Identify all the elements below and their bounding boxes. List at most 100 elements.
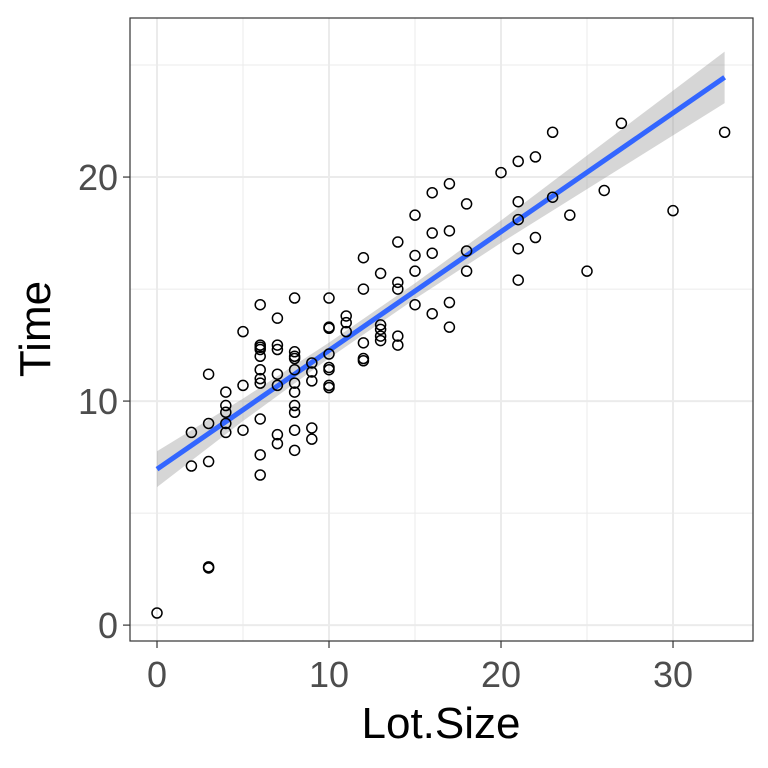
- data-point: [392, 339, 404, 351]
- data-point: [323, 363, 335, 376]
- data-point: [271, 339, 284, 351]
- data-point: [306, 433, 318, 445]
- data-point: [357, 283, 370, 295]
- data-point: [306, 357, 318, 369]
- data-point: [306, 422, 318, 434]
- data-point: [288, 377, 301, 389]
- data-point: [271, 428, 284, 441]
- data-point: [443, 321, 456, 333]
- ticks: 0 10 20 30 0 10 20: [78, 157, 693, 695]
- data-point: [220, 399, 232, 412]
- data-point: [460, 265, 473, 277]
- data-point: [254, 469, 266, 481]
- y-tick-label: 20: [78, 157, 118, 198]
- data-point: [512, 274, 524, 286]
- data-point: [288, 406, 301, 419]
- data-point: [392, 283, 404, 295]
- data-point: [288, 444, 301, 457]
- data-point: [340, 310, 352, 322]
- data-point: [409, 298, 421, 311]
- data-point: [202, 417, 215, 430]
- data-point: [409, 265, 421, 277]
- data-point: [288, 386, 301, 398]
- data-point: [581, 265, 593, 277]
- data-point: [254, 449, 266, 461]
- data-point: [323, 348, 335, 360]
- data-point: [220, 417, 232, 430]
- data-point: [598, 184, 610, 197]
- data-point: [564, 209, 576, 221]
- data-point: [271, 343, 284, 356]
- data-point: [615, 117, 628, 130]
- data-point: [460, 245, 473, 257]
- data-point: [323, 381, 335, 394]
- data-point: [357, 251, 370, 264]
- data-point: [288, 346, 301, 358]
- data-point: [254, 377, 266, 389]
- data-point: [220, 406, 232, 419]
- data-point: [546, 191, 559, 203]
- data-point: [288, 399, 301, 412]
- data-point: [374, 330, 387, 342]
- data-point: [374, 319, 387, 331]
- data-point: [288, 292, 301, 304]
- data-point: [426, 227, 438, 239]
- panel-background: [130, 18, 753, 641]
- x-tick-label: 0: [147, 654, 167, 695]
- data-point: [254, 413, 266, 425]
- data-point: [271, 368, 284, 380]
- data-point: [202, 368, 215, 380]
- data-point: [443, 296, 456, 309]
- data-point: [340, 325, 352, 338]
- data-point: [288, 424, 301, 436]
- data-point: [271, 312, 284, 324]
- data-point: [254, 372, 266, 385]
- data-point: [392, 236, 404, 248]
- data-point: [340, 316, 352, 329]
- data-point: [288, 352, 301, 365]
- data-point: [306, 366, 318, 378]
- data-point: [323, 322, 335, 335]
- data-point: [374, 267, 387, 280]
- data-point: [185, 426, 198, 439]
- data-point: [512, 195, 524, 208]
- data-point: [323, 292, 335, 304]
- data-point: [254, 363, 266, 376]
- data-point: [512, 155, 524, 168]
- data-point: [443, 225, 456, 237]
- y-tick-label: 0: [98, 605, 118, 646]
- data-point: [426, 247, 438, 259]
- data-point: [288, 363, 301, 376]
- data-point: [220, 386, 232, 398]
- data-point: [460, 198, 473, 210]
- data-point: [357, 337, 370, 349]
- data-point: [151, 607, 163, 619]
- data-point: [202, 562, 215, 574]
- data-point: [202, 455, 215, 468]
- confidence-band: [157, 51, 725, 488]
- data-point: [426, 307, 438, 320]
- data-point: [306, 375, 318, 387]
- x-axis-title: Lot.Size: [362, 699, 521, 748]
- data-point: [185, 460, 198, 472]
- data-point: [271, 437, 284, 450]
- points: [151, 117, 731, 619]
- x-tick-label: 20: [481, 654, 521, 695]
- data-point: [357, 355, 370, 367]
- grid: [130, 18, 753, 641]
- panel-border: [129, 17, 754, 642]
- y-tick-label: 10: [78, 381, 118, 422]
- data-point: [374, 323, 387, 336]
- data-point: [374, 334, 387, 347]
- data-point: [237, 325, 249, 338]
- x-tick-label: 30: [653, 654, 693, 695]
- data-point: [512, 242, 524, 255]
- data-point: [512, 213, 524, 226]
- data-point: [409, 209, 421, 221]
- data-point: [409, 249, 421, 262]
- data-point: [667, 204, 679, 217]
- y-axis-title: Time: [11, 281, 60, 377]
- data-point: [529, 151, 542, 163]
- data-point: [254, 341, 266, 354]
- data-point: [220, 426, 232, 439]
